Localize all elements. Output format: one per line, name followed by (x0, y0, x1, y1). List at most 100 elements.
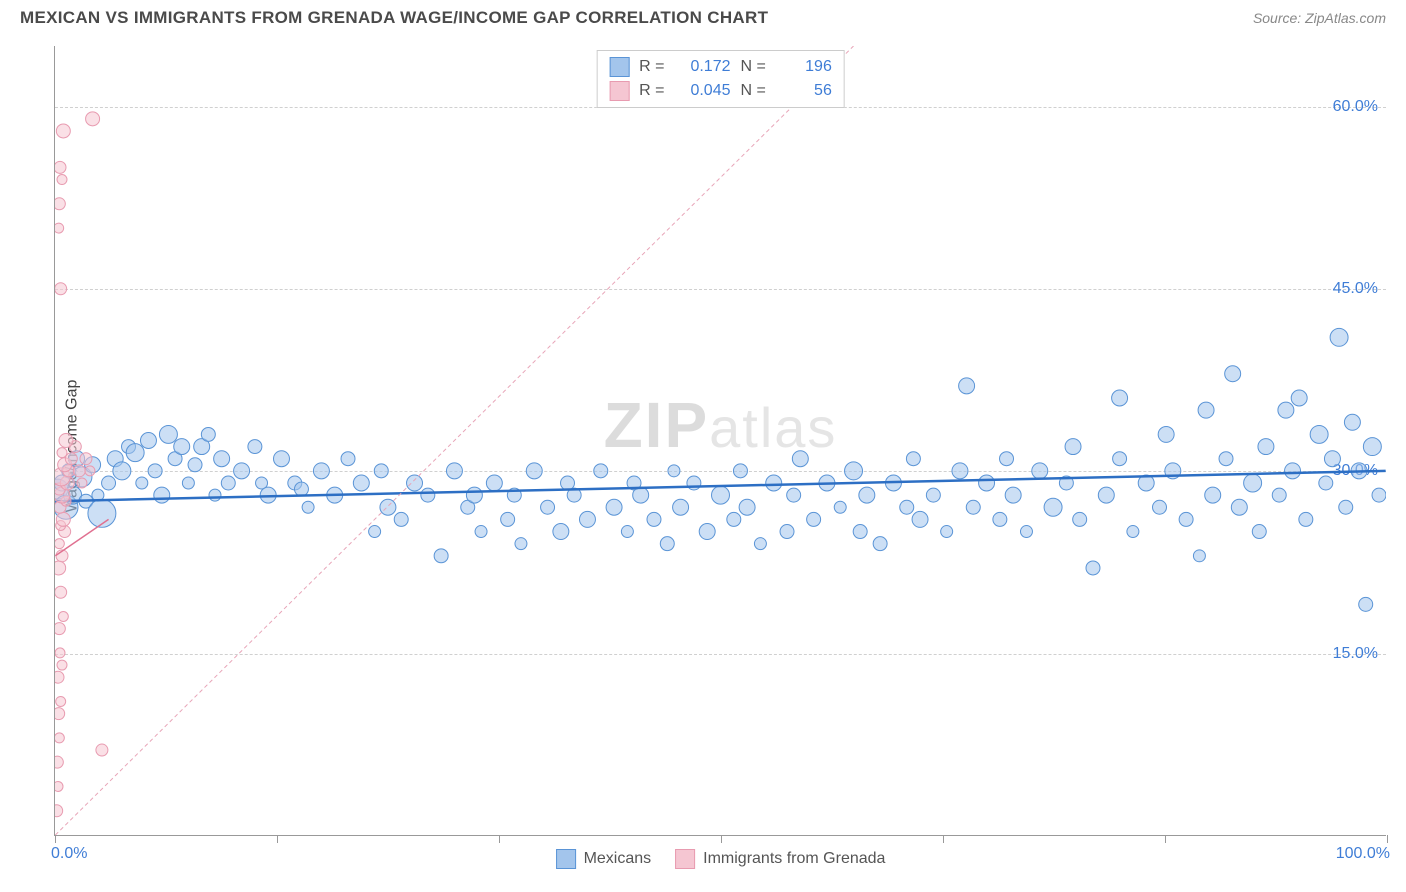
r-label: R = (639, 82, 664, 100)
legend-item-grenada: Immigrants from Grenada (675, 849, 885, 869)
data-point (845, 462, 863, 480)
data-point (55, 648, 65, 658)
data-point (56, 696, 66, 706)
data-point (952, 463, 968, 479)
x-axis-max-label: 100.0% (1336, 845, 1390, 863)
data-point (912, 511, 928, 527)
legend-item-mexicans: Mexicans (556, 849, 652, 869)
data-point (374, 464, 388, 478)
data-point (553, 524, 569, 540)
data-point (1086, 561, 1100, 575)
r-value: 0.172 (675, 58, 731, 76)
data-point (214, 451, 230, 467)
data-point (380, 499, 396, 515)
data-point (1193, 550, 1205, 562)
data-point (754, 538, 766, 550)
n-value: 196 (776, 58, 832, 76)
data-point (979, 475, 995, 491)
data-point (182, 477, 194, 489)
scatter-plot-svg (55, 46, 1386, 835)
data-point (113, 462, 131, 480)
data-point (1344, 414, 1360, 430)
data-point (668, 465, 680, 477)
chart-plot-area: ZIPatlas R = 0.172 N = 196 R = 0.045 N =… (54, 46, 1386, 836)
data-point (434, 549, 448, 563)
x-tick (1387, 835, 1388, 843)
data-point (1179, 512, 1193, 526)
data-point (55, 161, 66, 173)
stats-legend: R = 0.172 N = 196 R = 0.045 N = 56 (596, 50, 845, 108)
data-point (1299, 512, 1313, 526)
data-point (55, 539, 64, 549)
data-point (739, 499, 755, 515)
data-point (515, 538, 527, 550)
data-point (993, 512, 1007, 526)
data-point (154, 487, 170, 503)
r-label: R = (639, 58, 664, 76)
data-point (1310, 425, 1328, 443)
data-point (102, 476, 116, 490)
data-point (136, 477, 148, 489)
data-point (621, 526, 633, 538)
data-point (80, 453, 92, 465)
data-point (787, 488, 801, 502)
n-label: N = (741, 58, 766, 76)
data-point (188, 458, 202, 472)
data-point (140, 433, 156, 449)
data-point (873, 537, 887, 551)
data-point (55, 708, 65, 720)
legend-label: Immigrants from Grenada (703, 850, 885, 868)
data-point (294, 482, 308, 496)
data-point (96, 744, 108, 756)
data-point (906, 452, 920, 466)
data-point (1065, 439, 1081, 455)
data-point (1324, 451, 1340, 467)
data-point (1285, 463, 1301, 479)
data-point (1219, 452, 1233, 466)
data-point (766, 475, 782, 491)
data-point (201, 427, 215, 441)
data-point (421, 488, 435, 502)
data-point (148, 464, 162, 478)
data-point (859, 487, 875, 503)
data-point (712, 486, 730, 504)
data-point (55, 223, 64, 233)
data-point (807, 512, 821, 526)
data-point (446, 463, 462, 479)
data-point (55, 733, 64, 743)
data-point (1113, 452, 1127, 466)
data-point (1319, 476, 1333, 490)
data-point (55, 561, 66, 575)
data-point (1252, 525, 1266, 539)
data-point (85, 466, 95, 476)
data-point (1291, 390, 1307, 406)
data-point (77, 478, 87, 488)
data-point (55, 781, 63, 791)
chart-title: MEXICAN VS IMMIGRANTS FROM GRENADA WAGE/… (20, 8, 768, 28)
data-point (1198, 402, 1214, 418)
data-point (501, 512, 515, 526)
data-point (660, 537, 674, 551)
data-point (959, 378, 975, 394)
data-point (853, 525, 867, 539)
data-point (1244, 474, 1262, 492)
data-point (647, 512, 661, 526)
swatch-pink (609, 81, 629, 101)
data-point (55, 805, 63, 817)
data-point (55, 586, 67, 598)
series-legend: Mexicans Immigrants from Grenada (556, 849, 886, 869)
data-point (1258, 439, 1274, 455)
data-point (486, 475, 502, 491)
data-point (56, 512, 70, 526)
data-point (1278, 402, 1294, 418)
data-point (86, 112, 100, 126)
data-point (541, 500, 555, 514)
data-point (834, 501, 846, 513)
data-point (57, 448, 67, 458)
data-point (57, 175, 67, 185)
data-point (394, 512, 408, 526)
data-point (1225, 366, 1241, 382)
data-point (55, 198, 65, 210)
data-point (302, 501, 314, 513)
data-point (1372, 488, 1386, 502)
